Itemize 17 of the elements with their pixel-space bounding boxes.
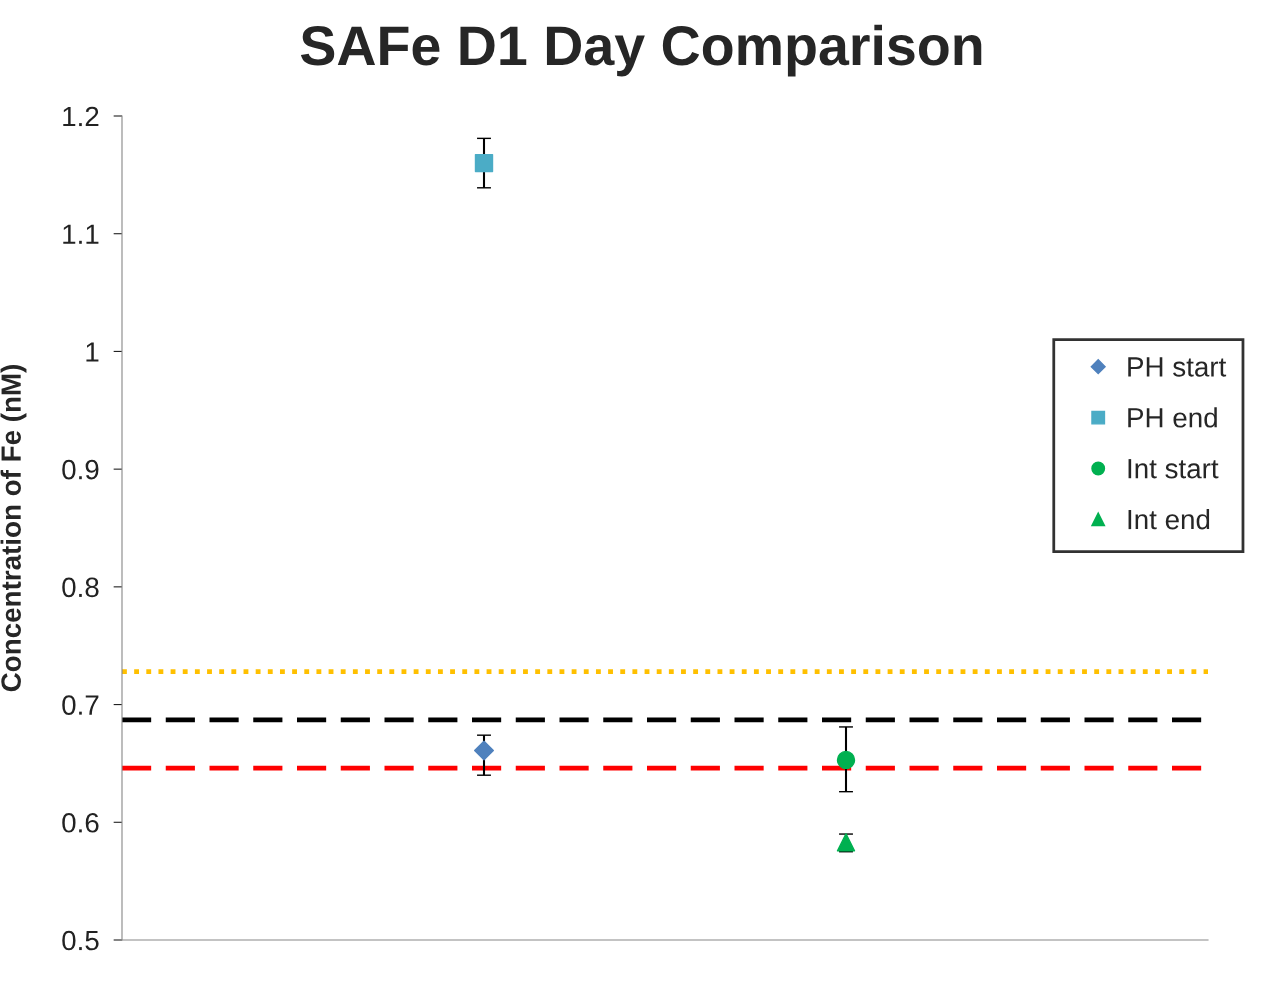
y-tick-label: 1: [86, 342, 99, 362]
y-tick-label: 0.5: [62, 930, 99, 951]
legend-label: Int end: [1128, 508, 1210, 530]
legend-label: PH end: [1128, 407, 1217, 428]
point: [474, 153, 494, 173]
y-tick-label: 1.1: [63, 224, 99, 244]
y-tick-label: 0.9: [62, 459, 99, 480]
y-tick-label: 0.7: [62, 695, 99, 715]
y-tick-label: 1.2: [63, 106, 99, 127]
legend-label: Int start: [1128, 459, 1219, 479]
chart-title: SAFe D1 Day Comparison: [300, 24, 982, 77]
y-tick-label: 0.8: [62, 577, 99, 598]
point: [836, 750, 856, 770]
point: [473, 740, 495, 761]
legend-label: PH start: [1128, 357, 1227, 377]
y-axis-title: Concentration of Fe (nM): [0, 365, 27, 692]
y-tick-label: 0.6: [62, 812, 99, 833]
